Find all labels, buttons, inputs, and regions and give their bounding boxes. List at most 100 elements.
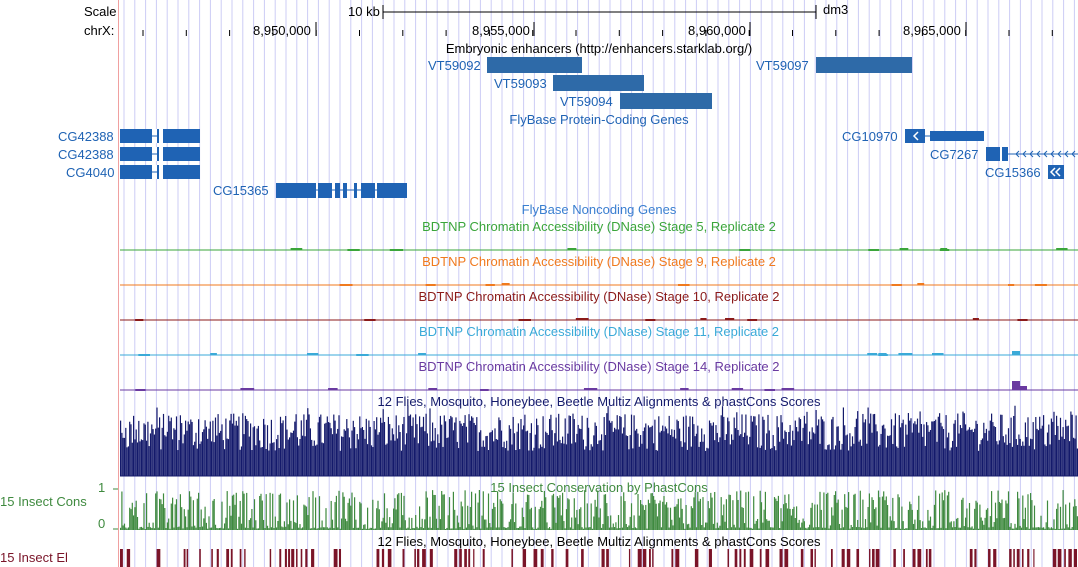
strand-arrow: [1049, 167, 1056, 177]
multiz-bar: [537, 425, 539, 476]
assembly-label: dm3: [823, 2, 849, 17]
multiz-bar: [528, 450, 530, 476]
phastcons-bar: [650, 493, 652, 530]
multiz-bar: [589, 450, 591, 476]
multiz-bar: [266, 425, 269, 476]
phastcons-bar: [272, 493, 274, 530]
multiz-bar: [199, 443, 201, 476]
multiz-bar: [585, 446, 587, 476]
conserved-element: [186, 549, 189, 567]
multiz-bar: [788, 432, 790, 476]
multiz-bar: [689, 416, 691, 476]
gene-label[interactable]: CG4040: [66, 165, 115, 180]
gene-label[interactable]: CG42388: [58, 129, 114, 144]
dnase-signal-peak: [677, 284, 690, 286]
phastcons-bar: [374, 528, 376, 530]
gene-label[interactable]: CG15366: [985, 165, 1041, 180]
multiz-bar: [378, 432, 380, 476]
multiz-bar: [515, 450, 517, 476]
gene-exon-block: [986, 147, 1000, 161]
multiz-bar: [981, 438, 984, 476]
phastcons-bar: [827, 492, 829, 530]
phastcons-bar: [980, 517, 982, 530]
track-title-dnase-stage5[interactable]: BDTNP Chromatin Accessibility (DNase) St…: [422, 219, 776, 234]
multiz-bar: [464, 415, 466, 476]
track-title-flybase-coding[interactable]: FlyBase Protein-Coding Genes: [509, 112, 689, 127]
phastcons-bar: [205, 522, 207, 530]
phastcons-bar: [664, 504, 666, 530]
multiz-bar: [664, 426, 666, 476]
enhancer-label[interactable]: VT59092: [428, 58, 481, 73]
multiz-bar: [285, 415, 287, 476]
ruler-tick-label: 8,960,000: [688, 23, 746, 38]
multiz-bar: [910, 418, 912, 476]
multiz-bar: [724, 439, 726, 476]
multiz-bar: [333, 414, 335, 476]
track-title-multiz[interactable]: 12 Flies, Mosquito, Honeybee, Beetle Mul…: [377, 394, 821, 409]
track-title-dnase-stage11[interactable]: BDTNP Chromatin Accessibility (DNase) St…: [418, 324, 780, 339]
multiz-bar: [416, 424, 418, 476]
phastcons-bar: [643, 509, 646, 530]
phastcons-bar: [606, 503, 608, 530]
track-title-flybase-noncoding[interactable]: FlyBase Noncoding Genes: [521, 202, 677, 217]
ruler-tick-label: 8,955,000: [472, 23, 530, 38]
gene-label[interactable]: CG7267: [930, 147, 979, 162]
phastcons-bar: [768, 520, 770, 530]
phastcons-bar: [692, 508, 694, 530]
phastcons-bar: [599, 508, 601, 530]
elements-side-label[interactable]: 15 Insect El: [0, 550, 68, 565]
phastcons-bar: [363, 524, 365, 530]
multiz-bar: [226, 438, 228, 476]
phastcons-bar: [172, 497, 174, 530]
phastcons-bar: [676, 504, 678, 530]
track-title-elements[interactable]: 12 Flies, Mosquito, Honeybee, Beetle Mul…: [377, 534, 821, 549]
phastcons-bar: [185, 516, 187, 530]
track-title-dnase-stage10[interactable]: BDTNP Chromatin Accessibility (DNase) St…: [418, 289, 780, 304]
phastcons-bar: [1040, 515, 1042, 530]
enhancer-label[interactable]: VT59094: [560, 94, 613, 109]
multiz-bar: [430, 441, 432, 476]
track-title-enhancers[interactable]: Embryonic enhancers (http://enhancers.st…: [445, 41, 753, 56]
multiz-bar: [785, 432, 787, 476]
multiz-bar: [997, 444, 999, 476]
enhancer-label[interactable]: VT59097: [756, 58, 809, 73]
phastcons-bar: [656, 516, 659, 530]
track-title-phastcons[interactable]: 15 Insect Conservation by PhastCons: [490, 480, 708, 495]
multiz-bar: [955, 446, 958, 476]
conserved-element: [872, 549, 875, 567]
phastcons-bar: [836, 502, 838, 530]
track-title-dnase-stage9[interactable]: BDTNP Chromatin Accessibility (DNase) St…: [422, 254, 776, 269]
phastcons-bar: [750, 527, 752, 530]
conserved-element: [869, 549, 871, 567]
phastcons-bar: [376, 508, 378, 530]
multiz-bar: [604, 435, 607, 476]
phastcons-bar: [344, 518, 347, 530]
phastcons-bar: [429, 516, 431, 530]
phastcons-bar: [628, 525, 630, 530]
phastcons-bar: [573, 498, 575, 530]
phastcons-bar: [594, 499, 596, 530]
phastcons-bar: [537, 527, 539, 530]
gene-label[interactable]: CG42388: [58, 147, 114, 162]
multiz-bar: [173, 428, 175, 476]
multiz-bar: [252, 427, 254, 476]
phastcons-bar: [1014, 523, 1016, 530]
phastcons-bar: [491, 508, 493, 530]
phastcons-bar: [213, 499, 215, 530]
phastcons-side-label[interactable]: 15 Insect Cons: [0, 494, 87, 509]
phastcons-bar: [703, 527, 705, 530]
gene-label[interactable]: CG10970: [842, 129, 898, 144]
multiz-bar: [970, 429, 972, 476]
multiz-bar: [723, 416, 725, 476]
phastcons-bar: [948, 491, 950, 530]
gene-label[interactable]: CG15365: [213, 183, 269, 198]
phastcons-bar: [835, 491, 837, 530]
multiz-bar: [558, 413, 560, 476]
track-title-dnase-stage14[interactable]: BDTNP Chromatin Accessibility (DNase) St…: [418, 359, 780, 374]
multiz-bar: [281, 423, 283, 476]
enhancer-label[interactable]: VT59093: [494, 76, 547, 91]
multiz-bar: [812, 432, 815, 476]
multiz-bar: [290, 432, 292, 476]
conserved-element: [928, 549, 932, 567]
